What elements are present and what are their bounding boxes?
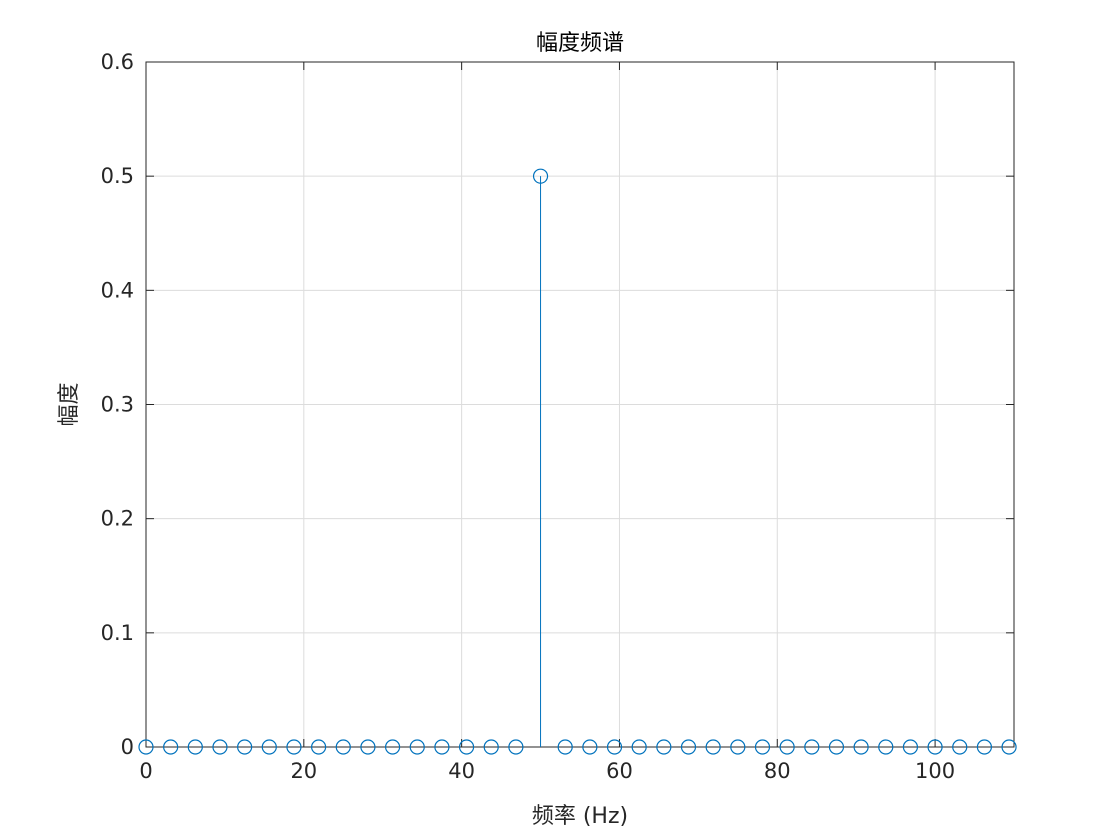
stem-marker bbox=[927, 739, 943, 755]
stem-marker bbox=[360, 739, 376, 755]
stem-marker bbox=[976, 739, 993, 755]
stem-marker bbox=[902, 739, 919, 755]
stem-series bbox=[138, 168, 1017, 755]
stem-marker bbox=[138, 739, 154, 755]
y-tick-label: 0.1 bbox=[101, 621, 134, 645]
stem-marker bbox=[754, 739, 771, 755]
stem-marker bbox=[804, 739, 820, 755]
grid bbox=[146, 62, 1014, 747]
stem-marker bbox=[680, 739, 697, 755]
x-axis-title: 频率 (Hz) bbox=[532, 804, 628, 829]
stem-marker bbox=[656, 739, 672, 755]
stem-marker bbox=[311, 739, 327, 755]
stem-marker bbox=[631, 739, 647, 755]
chart-title: 幅度频谱 bbox=[536, 31, 624, 56]
stem-marker bbox=[828, 739, 845, 755]
x-tick-label: 20 bbox=[290, 759, 317, 783]
y-tick-label: 0.2 bbox=[101, 507, 134, 531]
stem-marker bbox=[458, 739, 475, 755]
stem-marker bbox=[434, 739, 450, 755]
x-tick-label: 100 bbox=[915, 759, 955, 783]
stem-marker bbox=[582, 739, 598, 755]
y-tick-label: 0.5 bbox=[101, 164, 134, 188]
stem-marker bbox=[606, 739, 623, 755]
ticks: 0 20 40 60 80 100 0 0.1 0.2 0.3 0.4 0.5 0.6 bbox=[101, 50, 1014, 783]
stem-marker bbox=[384, 739, 401, 755]
stem-marker bbox=[212, 739, 228, 755]
stem-marker bbox=[705, 739, 721, 755]
stem-marker bbox=[730, 739, 746, 755]
stem-marker bbox=[1001, 739, 1017, 755]
stem-marker bbox=[878, 739, 894, 755]
y-axis-title: 幅度 bbox=[57, 382, 82, 426]
stem-marker bbox=[779, 739, 795, 755]
y-tick-label: 0.6 bbox=[101, 50, 134, 74]
stem-marker bbox=[187, 739, 203, 755]
stem-marker bbox=[532, 168, 549, 184]
stem-marker bbox=[335, 739, 351, 755]
stem-marker bbox=[286, 739, 302, 755]
y-tick-label: 0.4 bbox=[101, 278, 134, 302]
stem-marker bbox=[261, 739, 277, 755]
x-tick-label: 40 bbox=[448, 759, 475, 783]
stem-marker bbox=[237, 739, 253, 755]
stem-marker bbox=[409, 739, 425, 755]
x-tick-label: 60 bbox=[606, 759, 633, 783]
stem-marker bbox=[952, 739, 968, 755]
x-tick-label: 80 bbox=[764, 759, 791, 783]
stem-marker bbox=[853, 739, 869, 755]
stem-marker bbox=[508, 739, 524, 755]
stem-marker bbox=[483, 739, 499, 755]
stem-marker bbox=[163, 739, 179, 755]
y-tick-label: 0 bbox=[121, 735, 134, 759]
x-tick-label: 0 bbox=[139, 759, 152, 783]
stem-marker bbox=[557, 739, 573, 755]
y-tick-label: 0.3 bbox=[101, 393, 134, 417]
